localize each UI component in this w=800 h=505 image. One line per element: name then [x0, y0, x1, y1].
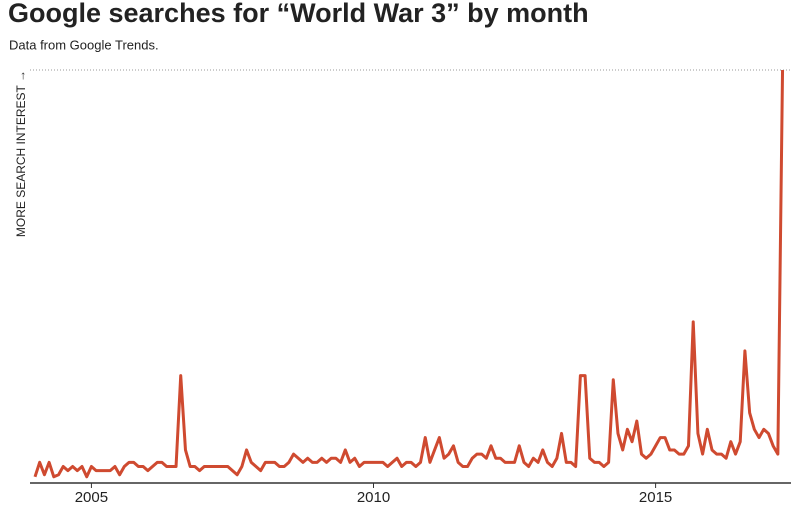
x-tick-label: 2015: [639, 489, 672, 505]
chart-subtitle: Data from Google Trends.: [9, 37, 159, 52]
x-tick-label: 2010: [357, 489, 390, 505]
chart-title: Google searches for “World War 3” by mon…: [8, 0, 589, 28]
y-axis-label: MORE SEARCH INTEREST →: [14, 70, 28, 237]
x-tick-label: 2005: [75, 489, 108, 505]
data-line: [33, 69, 785, 479]
